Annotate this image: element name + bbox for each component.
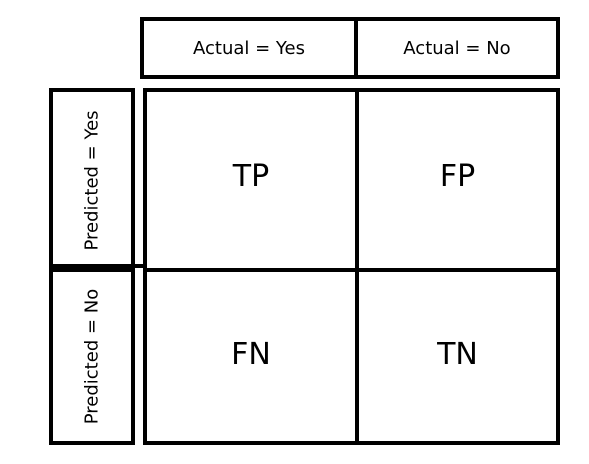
predicted-no-cell: Predicted = No — [53, 272, 131, 441]
header-divider — [354, 21, 358, 75]
matrix-horizontal-divider — [147, 268, 556, 272]
middle-connector-line — [49, 264, 149, 268]
actual-yes-label: Actual = Yes — [193, 37, 305, 59]
side-divider — [53, 268, 131, 272]
false-positive-cell: FP — [439, 158, 476, 194]
actual-no-label: Actual = No — [403, 37, 511, 59]
true-negative-cell: TN — [437, 336, 478, 372]
confusion-matrix: TP FP FN TN — [143, 88, 560, 445]
actual-header-row: Actual = Yes Actual = No — [140, 17, 560, 79]
matrix-vertical-divider — [355, 92, 359, 441]
predicted-yes-cell: Predicted = Yes — [53, 92, 131, 268]
true-positive-cell: TP — [232, 158, 270, 194]
predicted-yes-label: Predicted = Yes — [81, 109, 103, 251]
false-negative-cell: FN — [231, 336, 271, 372]
predicted-no-label: Predicted = No — [81, 288, 103, 425]
